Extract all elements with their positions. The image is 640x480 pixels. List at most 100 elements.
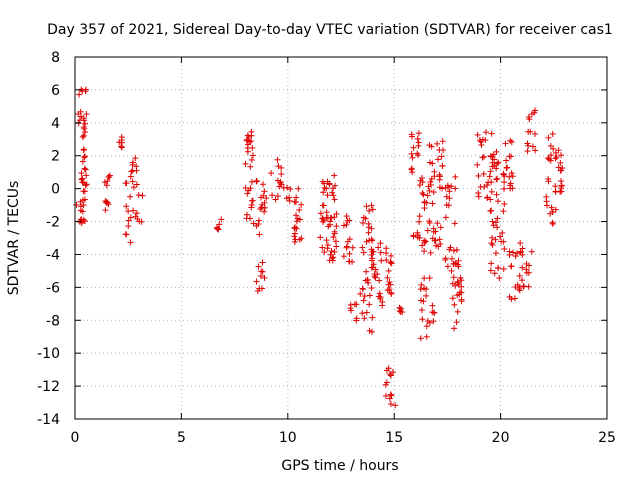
data-point (474, 131, 481, 138)
data-point (340, 253, 347, 260)
data-point (553, 154, 560, 161)
data-point (261, 188, 268, 195)
data-point (488, 260, 495, 267)
data-point (80, 179, 87, 186)
data-point (549, 130, 556, 137)
data-point (487, 208, 494, 215)
data-point (507, 182, 514, 189)
data-point (408, 150, 415, 157)
data-point (438, 153, 445, 160)
data-point (360, 297, 367, 304)
y-tick-label: -2 (46, 215, 60, 231)
data-point (448, 255, 455, 262)
data-point (514, 250, 521, 257)
data-point (408, 133, 415, 140)
data-point (78, 170, 85, 177)
data-point (501, 245, 508, 252)
data-point (353, 317, 360, 324)
data-point (331, 228, 338, 235)
data-point (495, 264, 502, 271)
data-point (437, 241, 444, 248)
data-point (532, 130, 539, 137)
data-point (106, 172, 113, 179)
data-point (445, 202, 452, 209)
data-point (244, 141, 251, 148)
data-point (493, 165, 500, 172)
data-point (135, 192, 142, 199)
data-point (529, 143, 536, 150)
data-point (450, 274, 457, 281)
data-point (555, 147, 562, 154)
data-point (550, 145, 557, 152)
data-point (428, 175, 435, 182)
data-point (420, 298, 427, 305)
data-point (296, 206, 303, 213)
data-point (519, 264, 526, 271)
data-point (552, 188, 559, 195)
data-point (525, 128, 532, 135)
data-point (368, 225, 375, 232)
data-point (446, 188, 453, 195)
data-point (79, 88, 86, 95)
data-point (488, 130, 495, 137)
data-point (343, 213, 350, 220)
data-point (333, 223, 340, 230)
data-point (545, 134, 552, 141)
data-point (433, 242, 440, 249)
data-point (428, 143, 435, 150)
data-point (368, 257, 375, 264)
data-point (493, 250, 500, 257)
data-point (83, 181, 90, 188)
data-point (80, 202, 87, 209)
data-point (79, 208, 86, 215)
data-point (489, 234, 496, 241)
x-axis-label: GPS time / hours (281, 458, 398, 474)
data-point (248, 178, 255, 185)
data-point (501, 179, 508, 186)
data-point (248, 201, 255, 208)
data-point (388, 290, 395, 297)
data-point (133, 163, 140, 170)
data-point (431, 173, 438, 180)
data-point (101, 179, 108, 186)
data-point (488, 188, 495, 195)
data-point (360, 249, 367, 256)
data-point (517, 248, 524, 255)
data-point (550, 220, 557, 227)
data-point (80, 146, 87, 153)
data-point (331, 196, 338, 203)
data-point (444, 263, 451, 270)
data-point (103, 199, 110, 206)
data-point (76, 117, 83, 124)
data-point (274, 156, 281, 163)
data-point (365, 279, 372, 286)
data-point (421, 248, 428, 255)
data-point (363, 268, 370, 275)
data-point (118, 144, 125, 151)
data-point (361, 315, 368, 322)
data-point (528, 248, 535, 255)
data-point (320, 189, 327, 196)
data-point (528, 111, 535, 118)
data-point (452, 185, 459, 192)
data-point (431, 309, 438, 316)
data-point (351, 301, 358, 308)
data-point (324, 242, 331, 249)
data-point (330, 234, 337, 241)
data-point (543, 202, 550, 209)
data-point (331, 172, 338, 179)
data-point (317, 234, 324, 241)
data-point (449, 295, 456, 302)
data-point (248, 132, 255, 139)
data-point (259, 268, 266, 275)
data-point (80, 216, 87, 223)
data-point (118, 134, 125, 141)
data-point (81, 120, 88, 127)
data-point (125, 217, 132, 224)
data-point (259, 259, 266, 266)
data-point (429, 160, 436, 167)
data-point (81, 188, 88, 195)
data-point (392, 402, 399, 409)
data-point (439, 162, 446, 169)
